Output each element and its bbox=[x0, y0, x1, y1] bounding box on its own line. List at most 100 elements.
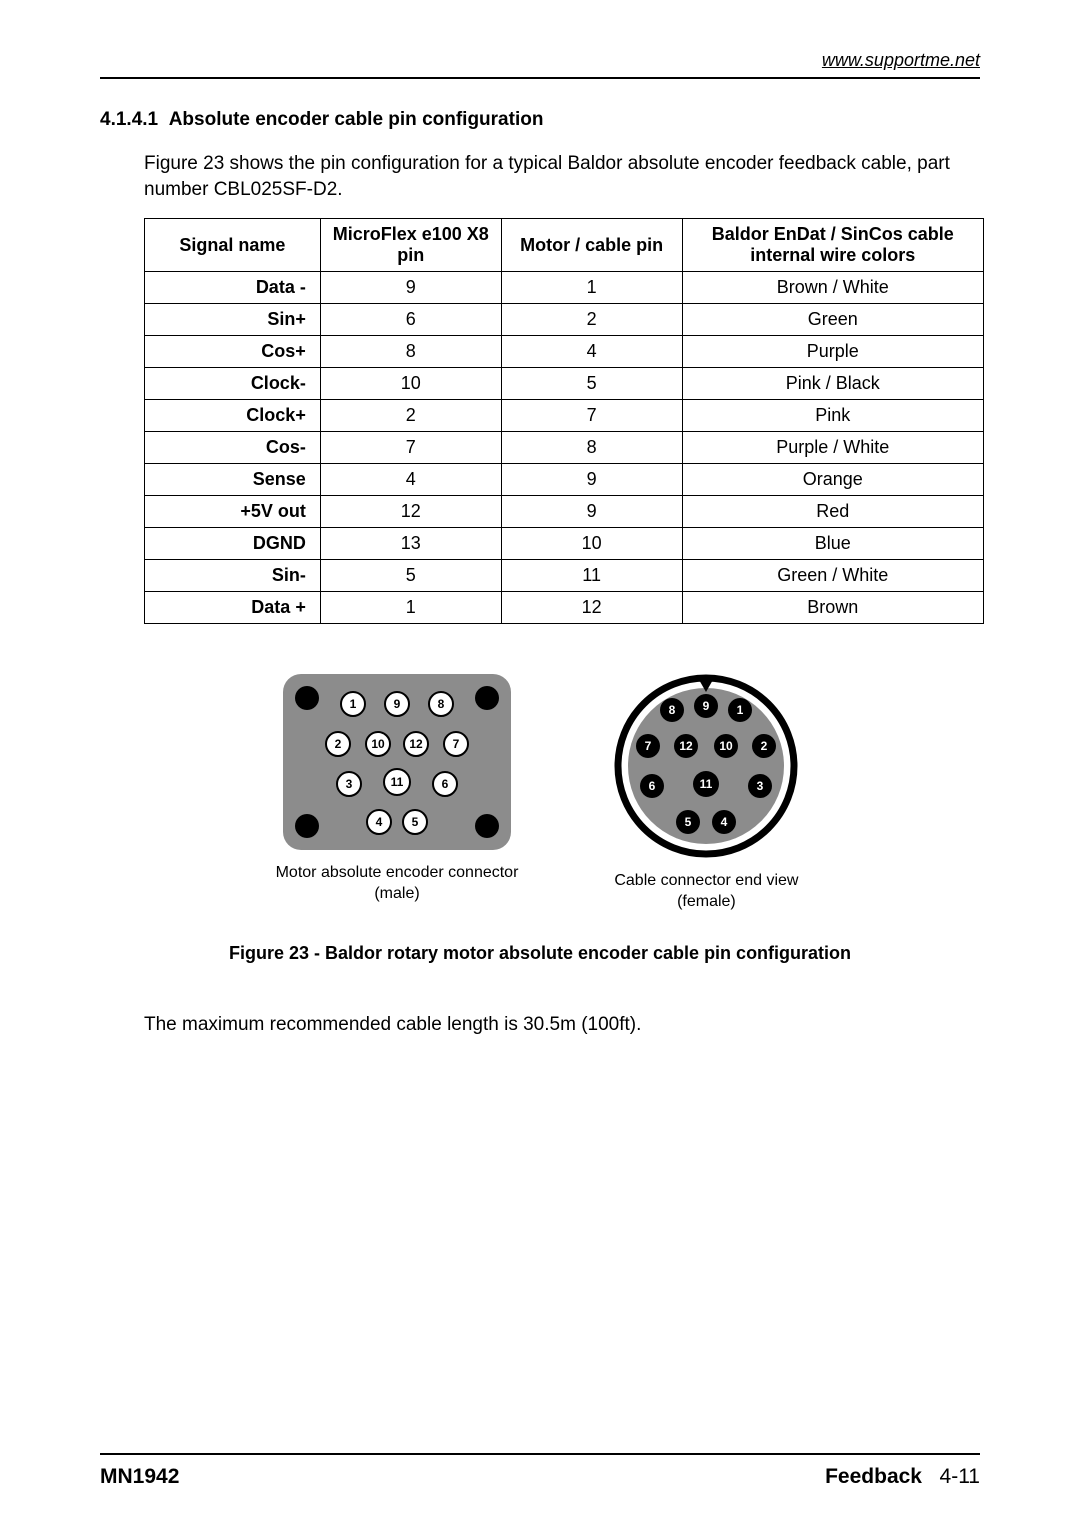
section-number: 4.1.4.1 bbox=[100, 109, 158, 130]
table-cell: 7 bbox=[501, 400, 682, 432]
svg-text:4: 4 bbox=[376, 815, 383, 829]
table-cell: 8 bbox=[320, 336, 501, 368]
table-cell: Purple bbox=[682, 336, 983, 368]
table-cell: Cos+ bbox=[145, 336, 321, 368]
table-cell: 12 bbox=[320, 496, 501, 528]
table-cell: +5V out bbox=[145, 496, 321, 528]
table-row: Sin-511Green / White bbox=[145, 560, 984, 592]
male-connector-block: 1 9 8 2 10 12 7 3 11 6 4 5 Motor absolute encoder c… bbox=[276, 674, 519, 913]
table-cell: Data + bbox=[145, 592, 321, 624]
table-row: Data -91Brown / White bbox=[145, 272, 984, 304]
table-cell: Clock- bbox=[145, 368, 321, 400]
connector-diagrams: 198210127311645 Motor absolute encoder c… bbox=[100, 674, 980, 913]
svg-text:11: 11 bbox=[391, 775, 404, 789]
table-cell: 10 bbox=[501, 528, 682, 560]
table-row: Clock+27Pink bbox=[145, 400, 984, 432]
table-row: +5V out129Red bbox=[145, 496, 984, 528]
svg-text:9: 9 bbox=[394, 697, 401, 711]
table-cell: DGND bbox=[145, 528, 321, 560]
female-connector-diagram: 891712102611354 bbox=[608, 674, 804, 858]
svg-text:11: 11 bbox=[700, 777, 713, 791]
table-cell: Blue bbox=[682, 528, 983, 560]
table-cell: Cos- bbox=[145, 432, 321, 464]
svg-text:10: 10 bbox=[720, 739, 734, 753]
table-row: Sin+62Green bbox=[145, 304, 984, 336]
table-cell: Data - bbox=[145, 272, 321, 304]
col-x8-pin: MicroFlex e100 X8 pin bbox=[320, 219, 501, 272]
table-cell: Red bbox=[682, 496, 983, 528]
col-wire-color: Baldor EnDat / SinCos cable internal wir… bbox=[682, 219, 983, 272]
footer-page-number: 4-11 bbox=[940, 1465, 980, 1488]
male-connector-diagram: 1 9 8 2 10 12 7 3 11 6 4 5 bbox=[283, 674, 511, 850]
table-cell: 8 bbox=[501, 432, 682, 464]
svg-text:7: 7 bbox=[645, 739, 652, 753]
svg-text:2: 2 bbox=[761, 739, 768, 753]
intro-text: Figure 23 shows the pin configuration fo… bbox=[144, 151, 980, 202]
figure-caption: Figure 23 - Baldor rotary motor absolute… bbox=[100, 943, 980, 964]
table-cell: 9 bbox=[501, 464, 682, 496]
svg-text:3: 3 bbox=[346, 777, 353, 791]
table-cell: Orange bbox=[682, 464, 983, 496]
table-cell: Sin+ bbox=[145, 304, 321, 336]
svg-text:12: 12 bbox=[409, 737, 423, 751]
svg-text:6: 6 bbox=[649, 779, 656, 793]
svg-text:6: 6 bbox=[442, 777, 449, 791]
svg-text:9: 9 bbox=[703, 699, 710, 713]
svg-text:8: 8 bbox=[669, 703, 676, 717]
female-caption: Cable connector end view (female) bbox=[608, 871, 804, 913]
svg-text:10: 10 bbox=[371, 737, 385, 751]
table-row: Cos+84Purple bbox=[145, 336, 984, 368]
table-cell: 2 bbox=[501, 304, 682, 336]
table-cell: Sense bbox=[145, 464, 321, 496]
female-connector-block: 891712102611354 Cable connector end view… bbox=[608, 674, 804, 913]
male-caption: Motor absolute encoder connector (male) bbox=[276, 863, 519, 905]
table-cell: 1 bbox=[501, 272, 682, 304]
col-signal-name: Signal name bbox=[145, 219, 321, 272]
table-cell: 4 bbox=[320, 464, 501, 496]
female-caption-line2: (female) bbox=[677, 893, 736, 910]
table-cell: 5 bbox=[320, 560, 501, 592]
table-cell: 4 bbox=[501, 336, 682, 368]
table-cell: 13 bbox=[320, 528, 501, 560]
col-motor-pin: Motor / cable pin bbox=[501, 219, 682, 272]
table-cell: 7 bbox=[320, 432, 501, 464]
svg-text:5: 5 bbox=[412, 815, 419, 829]
table-cell: Brown bbox=[682, 592, 983, 624]
page-footer: MN1942 Feedback 4-11 bbox=[100, 1453, 980, 1489]
svg-text:2: 2 bbox=[335, 737, 342, 751]
male-caption-line2: (male) bbox=[374, 885, 419, 902]
section-title: Absolute encoder cable pin configuration bbox=[169, 109, 544, 130]
svg-text:12: 12 bbox=[680, 739, 694, 753]
table-cell: 10 bbox=[320, 368, 501, 400]
svg-text:5: 5 bbox=[685, 815, 692, 829]
table-cell: 12 bbox=[501, 592, 682, 624]
table-row: Clock-105Pink / Black bbox=[145, 368, 984, 400]
table-cell: Pink / Black bbox=[682, 368, 983, 400]
table-cell: 9 bbox=[501, 496, 682, 528]
table-cell: Brown / White bbox=[682, 272, 983, 304]
svg-text:1: 1 bbox=[350, 697, 357, 711]
section-heading: 4.1.4.1 Absolute encoder cable pin confi… bbox=[100, 109, 980, 131]
table-cell: 5 bbox=[501, 368, 682, 400]
table-cell: 11 bbox=[501, 560, 682, 592]
table-row: Cos-78Purple / White bbox=[145, 432, 984, 464]
footer-page-ref: Feedback 4-11 bbox=[825, 1465, 980, 1489]
header-url: www.supportme.net bbox=[100, 50, 980, 79]
table-cell: Green / White bbox=[682, 560, 983, 592]
svg-text:7: 7 bbox=[453, 737, 460, 751]
table-cell: Pink bbox=[682, 400, 983, 432]
table-cell: Green bbox=[682, 304, 983, 336]
female-caption-line1: Cable connector end view bbox=[614, 872, 798, 889]
table-row: DGND1310Blue bbox=[145, 528, 984, 560]
cable-length-note: The maximum recommended cable length is … bbox=[144, 1014, 980, 1036]
male-caption-line1: Motor absolute encoder connector bbox=[276, 864, 519, 881]
footer-doc-number: MN1942 bbox=[100, 1465, 179, 1489]
table-row: Sense49Orange bbox=[145, 464, 984, 496]
svg-text:3: 3 bbox=[757, 779, 764, 793]
pin-configuration-table: Signal name MicroFlex e100 X8 pin Motor … bbox=[144, 218, 984, 624]
svg-text:8: 8 bbox=[438, 697, 445, 711]
table-cell: 6 bbox=[320, 304, 501, 336]
table-cell: Clock+ bbox=[145, 400, 321, 432]
table-cell: Purple / White bbox=[682, 432, 983, 464]
svg-text:1: 1 bbox=[737, 703, 744, 717]
